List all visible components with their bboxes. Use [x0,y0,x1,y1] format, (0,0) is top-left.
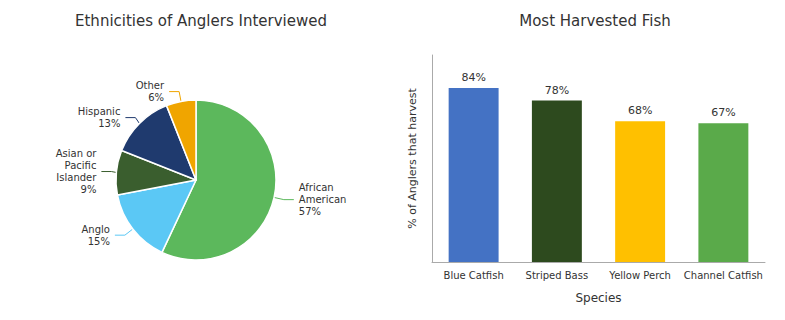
svg-text:13%: 13% [98,118,120,129]
svg-text:67%: 67% [711,106,735,119]
svg-text:Yellow Perch: Yellow Perch [608,270,671,281]
svg-text:Asian or: Asian or [56,148,98,159]
svg-text:Striped Bass: Striped Bass [526,270,589,281]
svg-text:Hispanic: Hispanic [78,106,121,117]
svg-text:Blue Catfish: Blue Catfish [444,270,504,281]
svg-text:6%: 6% [148,92,164,103]
svg-text:Species: Species [575,291,621,305]
svg-text:78%: 78% [545,84,569,97]
svg-text:African: African [299,182,334,193]
svg-text:Islander: Islander [56,172,97,183]
svg-text:Most Harvested Fish: Most Harvested Fish [519,12,671,30]
svg-text:57%: 57% [299,206,321,217]
svg-text:% of Anglers that harvest: % of Anglers that harvest [406,88,419,229]
svg-text:Ethnicities of Anglers Intervi: Ethnicities of Anglers Interviewed [75,12,327,30]
svg-text:9%: 9% [81,184,97,195]
svg-text:68%: 68% [628,104,652,117]
svg-text:15%: 15% [88,236,110,247]
svg-text:84%: 84% [461,71,485,84]
svg-text:Channel Catfish: Channel Catfish [684,270,763,281]
svg-text:Anglo: Anglo [81,224,109,235]
svg-text:American: American [299,194,347,205]
svg-text:Other: Other [136,80,165,91]
svg-text:Pacific: Pacific [65,160,97,171]
